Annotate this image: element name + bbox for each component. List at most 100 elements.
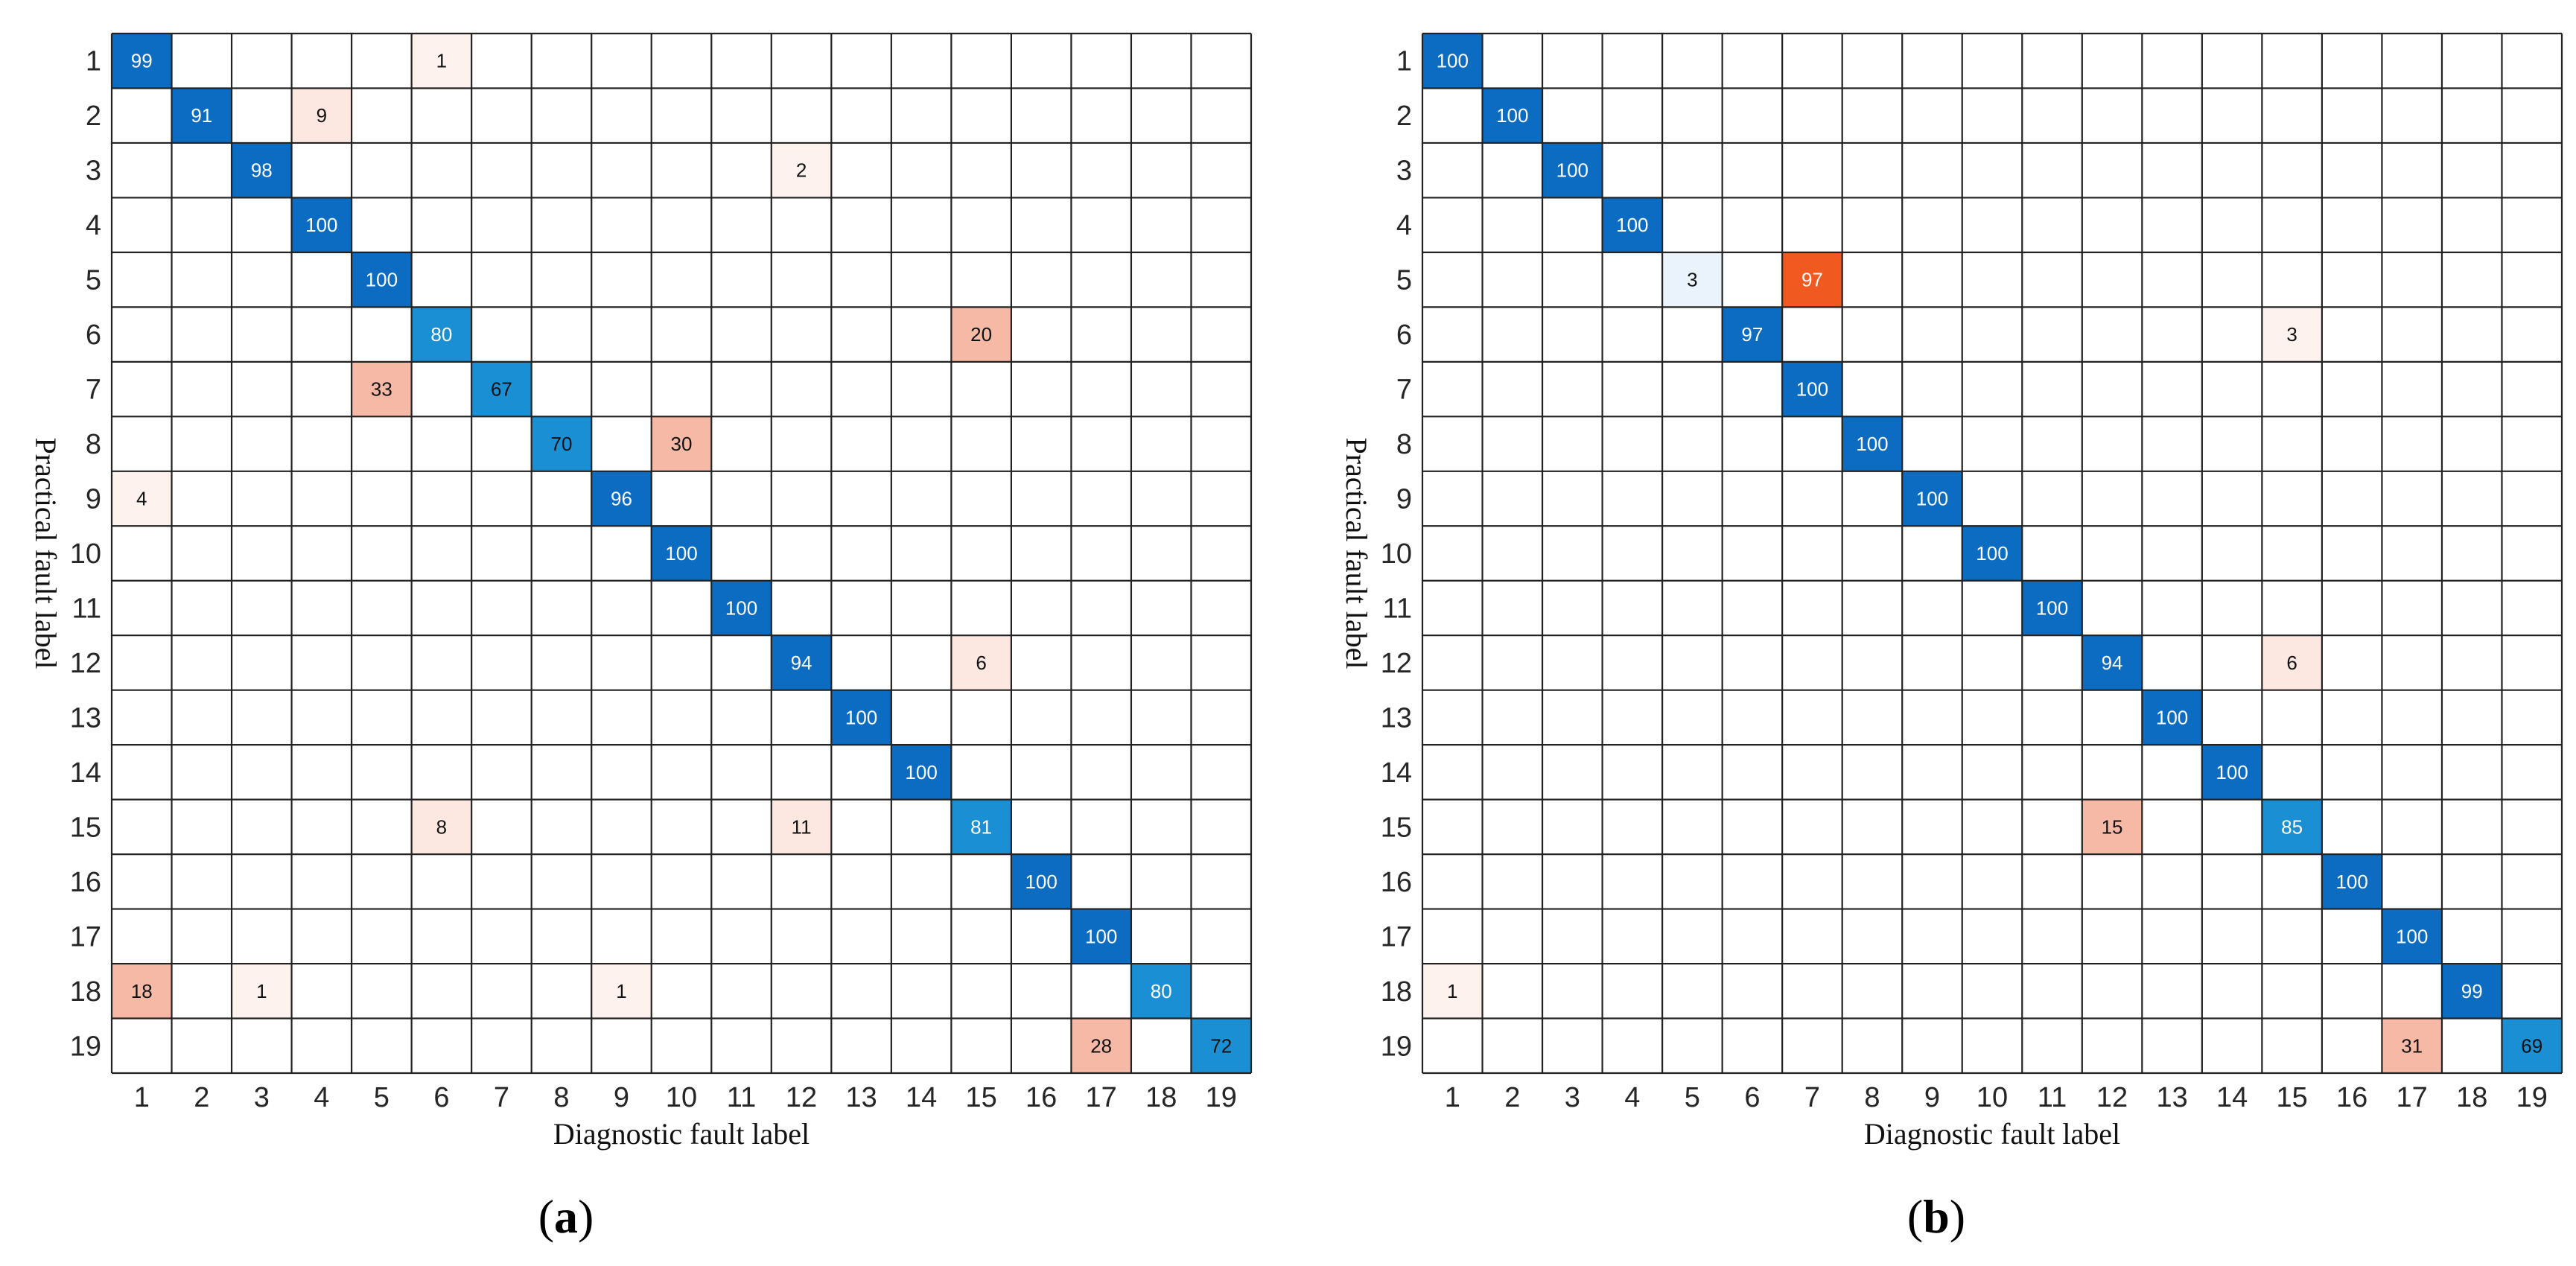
cell-value-label: 100	[1085, 925, 1117, 947]
cell-value-label: 97	[1801, 269, 1823, 291]
heatmap-cell	[171, 88, 232, 143]
x-tick-label: 12	[2096, 1082, 2128, 1113]
cell-value-label: 94	[791, 652, 812, 674]
heatmap-cell	[112, 34, 172, 89]
cell-value-label: 100	[1796, 378, 1828, 401]
y-tick-label: 15	[1381, 812, 1412, 843]
heatmap-cell	[1782, 361, 1842, 417]
x-tick-label: 1	[1445, 1082, 1460, 1113]
y-tick-label: 12	[1381, 648, 1412, 679]
heatmap-cell	[951, 307, 1011, 362]
cell-value-label: 20	[970, 323, 992, 346]
heatmap-cell	[831, 690, 891, 745]
y-axis-title: Practical fault label	[1340, 438, 1373, 669]
x-tick-label: 3	[254, 1082, 270, 1113]
cell-value-label: 98	[251, 159, 273, 182]
heatmap-cell	[2262, 635, 2322, 690]
x-tick-label: 6	[1744, 1082, 1760, 1113]
y-tick-label: 17	[70, 921, 101, 952]
y-tick-label: 16	[70, 867, 101, 898]
x-tick-label: 4	[314, 1082, 329, 1113]
heatmap-cell	[1842, 416, 1903, 471]
x-tick-label: 5	[1685, 1082, 1700, 1113]
y-tick-label: 6	[86, 319, 101, 351]
cell-value-label: 6	[2286, 652, 2297, 674]
cell-value-label: 1	[616, 980, 626, 1002]
heatmap-cell	[352, 361, 412, 417]
x-tick-label: 15	[965, 1082, 996, 1113]
heatmap-cell	[1130, 964, 1192, 1019]
x-tick-label: 19	[1206, 1082, 1237, 1113]
panel-label: (b)	[1907, 1190, 1965, 1243]
heatmap-cell	[1422, 964, 1483, 1019]
cell-value-label: 33	[371, 378, 392, 401]
heatmap-cell	[411, 799, 472, 855]
y-tick-label: 8	[86, 429, 101, 460]
cell-value-label: 91	[191, 104, 212, 127]
cell-value-label: 1	[436, 50, 447, 72]
heatmap-cell	[471, 361, 532, 417]
y-tick-label: 19	[1381, 1031, 1412, 1062]
x-tick-label: 13	[2156, 1082, 2187, 1113]
panel-letter: b	[1923, 1190, 1950, 1243]
y-tick-label: 13	[1381, 702, 1412, 734]
heatmap-cell	[352, 252, 412, 308]
x-tick-label: 2	[194, 1082, 209, 1113]
x-tick-label: 11	[727, 1082, 756, 1113]
heatmap-cell	[1662, 252, 1723, 308]
cell-value-label: 70	[550, 433, 572, 455]
y-tick-label: 6	[1396, 319, 1412, 351]
heatmap-cell	[2502, 1018, 2562, 1073]
y-axis-title: Practical fault label	[29, 438, 63, 669]
y-tick-label: 8	[1396, 429, 1412, 460]
heatmap-cell	[1011, 854, 1072, 909]
cell-value-label: 100	[725, 597, 757, 619]
x-tick-label: 8	[553, 1082, 569, 1113]
y-tick-label: 4	[1396, 210, 1412, 241]
x-tick-label: 4	[1624, 1082, 1640, 1113]
heatmap-cell	[2022, 580, 2082, 636]
heatmap-cell	[1962, 526, 2023, 581]
heatmap-cell	[1602, 197, 1663, 252]
cell-value-label: 100	[1025, 871, 1057, 893]
heatmap-cell	[2201, 745, 2262, 800]
cell-value-label: 97	[1741, 323, 1763, 346]
heatmap-cell	[232, 142, 292, 198]
y-tick-label: 14	[70, 757, 101, 789]
heatmap-cell	[1722, 307, 1783, 362]
heatmap-cell	[2441, 964, 2502, 1019]
y-tick-label: 4	[86, 210, 101, 241]
cell-value-label: 100	[1496, 104, 1528, 127]
x-tick-label: 3	[1565, 1082, 1580, 1113]
heatmap-cell	[112, 471, 172, 527]
y-tick-label: 18	[70, 976, 101, 1008]
x-tick-label: 11	[2038, 1082, 2067, 1113]
cell-value-label: 100	[1556, 159, 1588, 182]
cell-value-label: 69	[2521, 1034, 2542, 1057]
y-tick-label: 3	[1396, 156, 1412, 187]
cell-value-label: 100	[2335, 871, 2367, 893]
cell-value-label: 11	[792, 815, 812, 838]
x-tick-label: 17	[2397, 1082, 2428, 1113]
y-tick-label: 3	[86, 156, 101, 187]
x-tick-label: 1	[134, 1082, 150, 1113]
y-tick-label: 19	[70, 1031, 101, 1062]
y-tick-label: 1	[1396, 46, 1412, 77]
y-tick-label: 2	[86, 101, 101, 132]
cell-value-label: 100	[1437, 50, 1469, 72]
panel-letter: a	[554, 1190, 578, 1243]
cell-value-label: 15	[2102, 815, 2123, 838]
cell-value-label: 30	[671, 433, 693, 455]
y-tick-label: 7	[1396, 375, 1412, 406]
cell-value-label: 1	[256, 980, 267, 1002]
cell-value-label: 100	[1856, 433, 1888, 455]
cell-value-label: 100	[665, 542, 697, 564]
heatmap-cell	[591, 964, 652, 1019]
heatmap-cell	[2082, 799, 2143, 855]
heatmap-cell	[411, 34, 472, 89]
cell-value-label: 2	[796, 159, 807, 182]
heatmap-cell	[891, 745, 952, 800]
x-tick-label: 10	[1976, 1082, 2008, 1113]
x-tick-label: 5	[374, 1082, 389, 1113]
y-tick-label: 5	[1396, 265, 1412, 296]
